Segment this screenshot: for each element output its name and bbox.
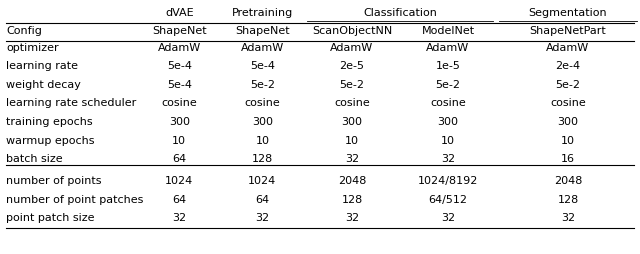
Text: 128: 128 xyxy=(557,195,579,204)
Text: batch size: batch size xyxy=(6,154,63,164)
Text: 32: 32 xyxy=(441,154,455,164)
Text: 10: 10 xyxy=(561,136,575,146)
Text: 5e-4: 5e-4 xyxy=(166,61,192,71)
Text: 300: 300 xyxy=(557,117,579,127)
Text: 2048: 2048 xyxy=(554,176,582,186)
Text: ScanObjectNN: ScanObjectNN xyxy=(312,26,392,36)
Text: 5e-2: 5e-2 xyxy=(435,80,461,90)
Text: cosine: cosine xyxy=(244,99,280,108)
Text: 32: 32 xyxy=(345,154,359,164)
Text: 32: 32 xyxy=(561,213,575,223)
Text: 1024: 1024 xyxy=(248,176,276,186)
Text: Classification: Classification xyxy=(363,8,437,18)
Text: 5e-4: 5e-4 xyxy=(166,80,192,90)
Text: 1024: 1024 xyxy=(165,176,193,186)
Text: optimizer: optimizer xyxy=(6,43,59,53)
Text: 32: 32 xyxy=(345,213,359,223)
Text: 128: 128 xyxy=(341,195,363,204)
Text: 5e-2: 5e-2 xyxy=(556,80,580,90)
Text: 64: 64 xyxy=(172,154,186,164)
Text: Pretraining: Pretraining xyxy=(232,8,293,18)
Text: ShapeNetPart: ShapeNetPart xyxy=(530,26,606,36)
Text: AdamW: AdamW xyxy=(426,43,470,53)
Text: 128: 128 xyxy=(252,154,273,164)
Text: 300: 300 xyxy=(342,117,362,127)
Text: 64/512: 64/512 xyxy=(429,195,467,204)
Text: 5e-2: 5e-2 xyxy=(250,80,275,90)
Text: 300: 300 xyxy=(438,117,458,127)
Text: dVAE: dVAE xyxy=(165,8,193,18)
Text: ShapeNet: ShapeNet xyxy=(152,26,207,36)
Text: 2e-5: 2e-5 xyxy=(339,61,365,71)
Text: 10: 10 xyxy=(441,136,455,146)
Text: 5e-2: 5e-2 xyxy=(339,80,365,90)
Text: Segmentation: Segmentation xyxy=(529,8,607,18)
Text: Config: Config xyxy=(6,26,42,36)
Text: 32: 32 xyxy=(172,213,186,223)
Text: 32: 32 xyxy=(255,213,269,223)
Text: warmup epochs: warmup epochs xyxy=(6,136,95,146)
Text: 1e-5: 1e-5 xyxy=(436,61,460,71)
Text: AdamW: AdamW xyxy=(547,43,589,53)
Text: 32: 32 xyxy=(441,213,455,223)
Text: 64: 64 xyxy=(172,195,186,204)
Text: 300: 300 xyxy=(169,117,189,127)
Text: ModelNet: ModelNet xyxy=(421,26,475,36)
Text: 10: 10 xyxy=(172,136,186,146)
Text: AdamW: AdamW xyxy=(157,43,201,53)
Text: point patch size: point patch size xyxy=(6,213,95,223)
Text: ShapeNet: ShapeNet xyxy=(235,26,290,36)
Text: 10: 10 xyxy=(345,136,359,146)
Text: 16: 16 xyxy=(561,154,575,164)
Text: weight decay: weight decay xyxy=(6,80,81,90)
Text: learning rate: learning rate xyxy=(6,61,79,71)
Text: training epochs: training epochs xyxy=(6,117,93,127)
Text: 64: 64 xyxy=(255,195,269,204)
Text: 2e-4: 2e-4 xyxy=(556,61,580,71)
Text: cosine: cosine xyxy=(430,99,466,108)
Text: cosine: cosine xyxy=(334,99,370,108)
Text: AdamW: AdamW xyxy=(330,43,374,53)
Text: 2048: 2048 xyxy=(338,176,366,186)
Text: 5e-4: 5e-4 xyxy=(250,61,275,71)
Text: cosine: cosine xyxy=(161,99,197,108)
Text: cosine: cosine xyxy=(550,99,586,108)
Text: learning rate scheduler: learning rate scheduler xyxy=(6,99,137,108)
Text: 300: 300 xyxy=(252,117,273,127)
Text: number of point patches: number of point patches xyxy=(6,195,144,204)
Text: 10: 10 xyxy=(255,136,269,146)
Text: 1024/8192: 1024/8192 xyxy=(418,176,478,186)
Text: AdamW: AdamW xyxy=(241,43,284,53)
Text: number of points: number of points xyxy=(6,176,102,186)
